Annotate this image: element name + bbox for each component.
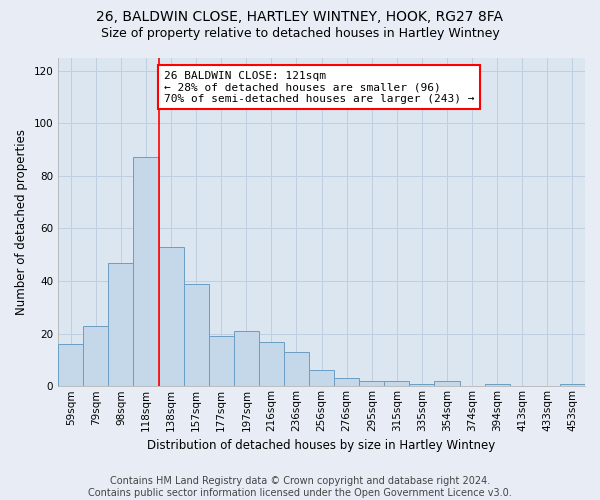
Bar [259, 342, 284, 386]
Bar [434, 381, 460, 386]
Text: Size of property relative to detached houses in Hartley Wintney: Size of property relative to detached ho… [101, 28, 499, 40]
Bar [334, 378, 359, 386]
Bar [409, 384, 434, 386]
X-axis label: Distribution of detached houses by size in Hartley Wintney: Distribution of detached houses by size … [148, 440, 496, 452]
Bar [158, 247, 184, 386]
Bar [209, 336, 234, 386]
Bar [385, 381, 409, 386]
Bar [83, 326, 109, 386]
Text: Contains HM Land Registry data © Crown copyright and database right 2024.
Contai: Contains HM Land Registry data © Crown c… [88, 476, 512, 498]
Bar [133, 158, 158, 386]
Text: 26, BALDWIN CLOSE, HARTLEY WINTNEY, HOOK, RG27 8FA: 26, BALDWIN CLOSE, HARTLEY WINTNEY, HOOK… [97, 10, 503, 24]
Bar [184, 284, 209, 387]
Bar [58, 344, 83, 387]
Bar [359, 381, 385, 386]
Bar [485, 384, 510, 386]
Bar [284, 352, 309, 386]
Bar [309, 370, 334, 386]
Bar [560, 384, 585, 386]
Text: 26 BALDWIN CLOSE: 121sqm
← 28% of detached houses are smaller (96)
70% of semi-d: 26 BALDWIN CLOSE: 121sqm ← 28% of detach… [164, 70, 474, 104]
Y-axis label: Number of detached properties: Number of detached properties [15, 129, 28, 315]
Bar [109, 262, 133, 386]
Bar [234, 331, 259, 386]
